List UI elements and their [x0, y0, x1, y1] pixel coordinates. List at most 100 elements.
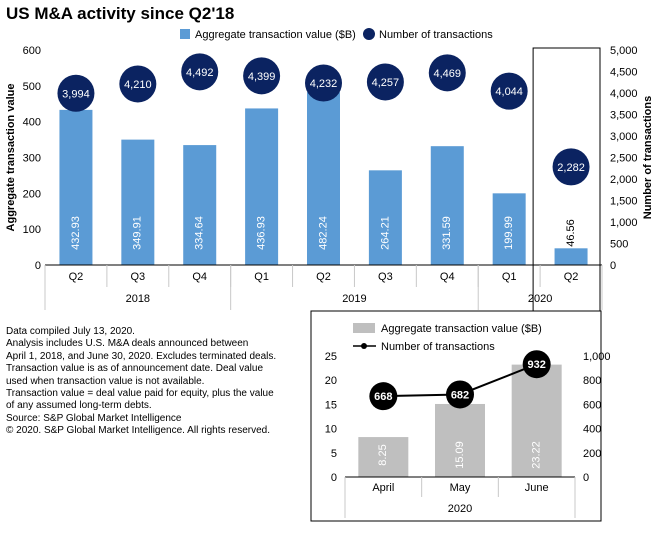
inset-y2-tick-label: 800 [583, 375, 601, 387]
bar-value-label: 436.93 [256, 216, 268, 250]
y2-tick-label: 4,000 [610, 88, 638, 100]
bubble-value-label: 4,257 [372, 77, 400, 89]
y-tick-label: 100 [23, 224, 41, 236]
inset-y2-tick-label: 0 [583, 472, 589, 484]
inset-line-value-label: 682 [451, 389, 469, 401]
bubble [428, 54, 466, 92]
bar [430, 146, 464, 265]
y-axis-title: Aggregate transaction value [5, 84, 17, 232]
bubble-value-label: 2,282 [557, 162, 585, 174]
inset-bar [511, 364, 562, 477]
bar [554, 248, 588, 265]
x-tick-label: Q4 [440, 271, 455, 283]
bubble-value-label: 4,469 [434, 68, 462, 80]
inset-y-tick-label: 15 [325, 399, 337, 411]
inset-legend-label-line: Number of transactions [381, 341, 495, 353]
bubble-value-label: 4,399 [248, 71, 276, 83]
y2-tick-label: 0 [610, 260, 616, 272]
inset-y-tick-label: 25 [325, 351, 337, 363]
bar-value-label: 432.93 [70, 216, 82, 250]
bubble [119, 65, 157, 103]
y2-tick-label: 3,500 [610, 110, 638, 122]
bar [368, 170, 402, 265]
bar-value-label: 331.59 [441, 216, 453, 250]
bar-value-label: 334.64 [194, 216, 206, 250]
note-line: Transaction value = deal value paid for … [6, 388, 274, 400]
inset-x-tick-label: June [525, 482, 549, 494]
bubble [181, 53, 219, 91]
bar-value-label: 482.24 [317, 216, 329, 250]
bubble-value-label: 4,492 [186, 67, 214, 79]
y-tick-label: 0 [35, 260, 41, 272]
chart-notes: Data compiled July 13, 2020. Analysis in… [6, 326, 311, 438]
inset-x-tick-label: April [372, 482, 394, 494]
y-tick-label: 500 [23, 81, 41, 93]
inset-y-tick-label: 5 [331, 448, 337, 460]
note-line: Data compiled July 13, 2020. [6, 326, 135, 337]
bubble [490, 72, 528, 110]
bubble [57, 74, 95, 112]
inset-bar [358, 437, 409, 477]
note-line: Transaction value is as of announcement … [6, 363, 264, 375]
inset-group-label: 2020 [448, 503, 472, 515]
bubble-value-label: 4,210 [124, 79, 152, 91]
inset-y-tick-label: 0 [331, 472, 337, 484]
inset-legend-label-bar: Aggregate transaction value ($B) [381, 323, 542, 335]
y-tick-label: 300 [23, 153, 41, 165]
inset-line-value-label: 932 [527, 359, 545, 371]
inset-line-value-label: 668 [374, 391, 392, 403]
bar-value-label: 264.21 [379, 216, 391, 250]
y2-tick-label: 2,000 [610, 174, 638, 186]
inset-bar [435, 403, 485, 477]
bubble [305, 64, 342, 102]
x-tick-label: Q2 [316, 271, 331, 283]
bubble [552, 148, 590, 186]
chart-title: US M&A activity since Q2'18 [6, 4, 235, 23]
inset-legend-swatch-bar [353, 323, 375, 333]
y2-tick-label: 4,500 [610, 67, 638, 79]
y2-tick-label: 5,000 [610, 45, 638, 57]
inset-line-marker [369, 382, 398, 411]
y2-tick-label: 1,500 [610, 196, 638, 208]
y2-tick-label: 500 [610, 239, 628, 251]
bubble-value-label: 4,232 [310, 78, 338, 90]
y2-tick-label: 3,000 [610, 131, 638, 143]
x-tick-label: Q3 [130, 271, 145, 283]
bar [121, 139, 155, 265]
bubble [366, 63, 404, 101]
inset-bar-value-label: 8.25 [377, 444, 389, 465]
y2-axis-title: Number of transactions [642, 96, 654, 219]
inset-y2-tick-label: 600 [583, 399, 601, 411]
inset-y2-tick-label: 1,000 [583, 351, 611, 363]
inset-bar-value-label: 23.22 [531, 441, 543, 469]
y-tick-label: 600 [23, 45, 41, 57]
inset-legend-swatch-marker [361, 343, 367, 349]
y-tick-label: 200 [23, 188, 41, 200]
bubble [243, 57, 281, 95]
inset-y2-tick-label: 200 [583, 448, 601, 460]
bar [59, 109, 93, 265]
inset-line-marker [446, 380, 474, 409]
inset-y-tick-label: 20 [325, 375, 337, 387]
note-line: Source: S&P Global Market Intelligence [6, 412, 182, 424]
inset-y2-tick-label: 400 [583, 424, 601, 436]
x-tick-label: Q2 [69, 271, 84, 283]
bar-value-label: 199.99 [503, 216, 515, 250]
legend-label-bar: Aggregate transaction value ($B) [195, 29, 356, 41]
legend-label-bubble: Number of transactions [379, 29, 493, 41]
legend-swatch-bubble [363, 28, 375, 40]
note-line: used when transaction value is not avail… [6, 375, 205, 387]
x-tick-label: Q1 [254, 271, 269, 283]
bubble-value-label: 4,044 [495, 86, 523, 98]
legend-swatch-bar [180, 29, 190, 39]
group-label: 2020 [528, 293, 552, 305]
inset-y-tick-label: 10 [325, 424, 337, 436]
note-line: of any assumed long-term debts. [6, 400, 152, 412]
group-label: 2019 [342, 293, 366, 305]
group-label: 2018 [126, 293, 150, 305]
y-tick-label: 400 [23, 117, 41, 129]
bar [492, 193, 526, 265]
y2-tick-label: 2,500 [610, 153, 638, 165]
note-line: April 1, 2018, and June 30, 2020. Exclud… [6, 350, 277, 362]
